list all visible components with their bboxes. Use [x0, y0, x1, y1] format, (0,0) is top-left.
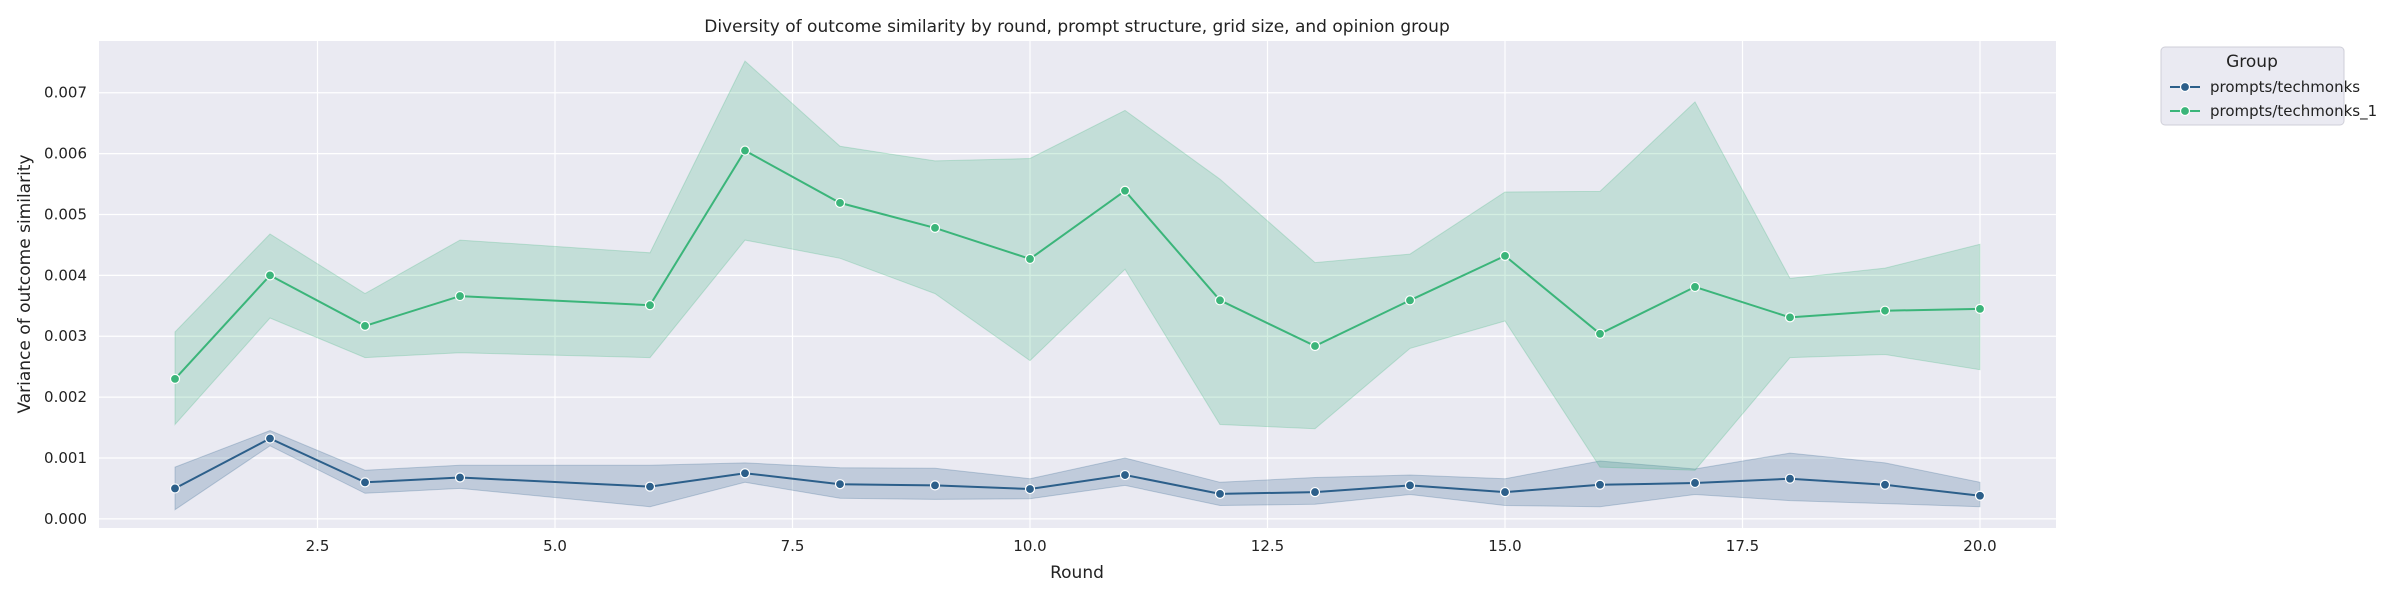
- data-point: [834, 197, 846, 209]
- y-tick-label: 0.007: [44, 84, 87, 102]
- data-point: [454, 472, 466, 483]
- data-point: [1214, 488, 1226, 500]
- data-point: [264, 270, 276, 281]
- data-point: [1689, 477, 1701, 489]
- x-tick-label: 17.5: [1726, 537, 1759, 555]
- data-point: [264, 433, 276, 444]
- data-point: [169, 483, 181, 494]
- x-axis-ticks: 2.5 5.0 7.5 10.0 12.5 15.0 17.5 20.0: [306, 537, 1997, 555]
- x-tick-label: 2.5: [306, 537, 330, 555]
- y-tick-label: 0.005: [44, 205, 87, 223]
- data-point: [1024, 253, 1036, 265]
- x-tick-label: 10.0: [1013, 537, 1046, 555]
- x-tick-label: 15.0: [1488, 537, 1521, 555]
- y-tick-label: 0.006: [44, 145, 87, 163]
- legend-marker: [2179, 105, 2191, 117]
- data-point: [929, 222, 941, 233]
- series-markers: [169, 145, 1986, 501]
- x-axis-label: Round: [1050, 563, 1104, 583]
- data-point: [1879, 479, 1891, 490]
- data-point: [1119, 469, 1131, 481]
- y-tick-label: 0.003: [44, 327, 87, 345]
- confidence-band: [174, 60, 1981, 471]
- data-point: [1879, 305, 1891, 316]
- data-point: [1499, 486, 1511, 498]
- data-point: [1309, 486, 1321, 498]
- legend-label: prompts/techmonks: [2210, 78, 2360, 96]
- data-point: [644, 300, 656, 311]
- y-axis-ticks: 0.000 0.001 0.002 0.003 0.004 0.005 0.006 0.007: [44, 84, 87, 528]
- data-point: [1499, 250, 1511, 261]
- x-tick-label: 20.0: [1963, 537, 1996, 555]
- data-point: [1024, 483, 1036, 495]
- data-point: [169, 373, 181, 384]
- data-point: [1309, 340, 1321, 352]
- data-point: [929, 480, 941, 491]
- x-tick-label: 5.0: [543, 537, 567, 555]
- legend-marker: [2179, 81, 2191, 93]
- y-tick-label: 0.002: [44, 388, 87, 406]
- data-point: [1594, 479, 1606, 490]
- x-tick-label: 12.5: [1251, 537, 1284, 555]
- legend: Group prompts/techmonksprompts/techmonks…: [2160, 46, 2377, 126]
- data-point: [1594, 328, 1606, 339]
- plot-background: [99, 41, 2056, 528]
- data-point: [1404, 480, 1416, 491]
- legend-label: prompts/techmonks_1: [2210, 102, 2377, 121]
- data-point: [359, 477, 371, 488]
- y-tick-label: 0.004: [44, 266, 87, 284]
- data-point: [1784, 473, 1796, 484]
- data-point: [1784, 312, 1796, 323]
- data-point: [644, 481, 656, 492]
- chart-title: Diversity of outcome similarity by round…: [704, 17, 1450, 37]
- x-tick-label: 7.5: [781, 537, 805, 555]
- data-point: [1119, 185, 1131, 196]
- legend-items: prompts/techmonks prompts/techmonks_1: [2170, 78, 2377, 121]
- y-axis-label: Variance of outcome similarity: [15, 154, 35, 413]
- data-point: [1404, 295, 1416, 306]
- data-point: [1974, 303, 1986, 314]
- y-tick-label: 0.001: [44, 449, 87, 467]
- data-point: [739, 145, 751, 156]
- grid-lines: [99, 41, 2056, 528]
- data-point: [1689, 281, 1701, 293]
- legend-box: [2160, 46, 2345, 126]
- y-tick-label: 0.000: [44, 510, 87, 528]
- legend-title: Group: [2226, 52, 2278, 72]
- data-point: [739, 468, 751, 479]
- data-point: [1214, 295, 1226, 306]
- data-point: [1974, 490, 1986, 501]
- data-point: [359, 320, 371, 331]
- data-point: [834, 479, 846, 490]
- data-point: [454, 290, 466, 302]
